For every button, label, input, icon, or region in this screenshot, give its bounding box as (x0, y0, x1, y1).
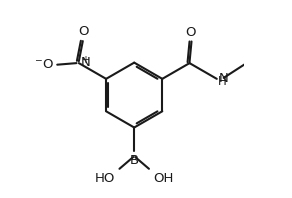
Text: H: H (218, 75, 227, 88)
Text: O: O (78, 25, 89, 38)
Text: B: B (130, 154, 139, 167)
Text: O: O (185, 26, 196, 39)
Text: OH: OH (153, 172, 173, 185)
Text: $^{-}$O: $^{-}$O (34, 58, 54, 71)
Text: N: N (80, 56, 90, 69)
Text: +: + (81, 55, 89, 65)
Text: HO: HO (95, 172, 116, 185)
Text: N: N (219, 72, 229, 85)
